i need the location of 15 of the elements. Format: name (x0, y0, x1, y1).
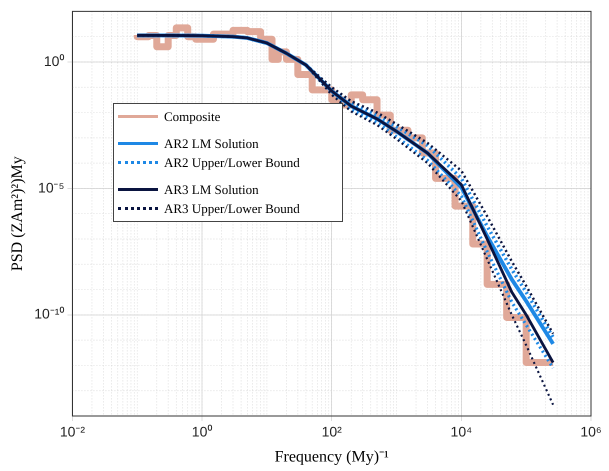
legend-label: AR3 Upper/Lower Bound (164, 200, 300, 216)
legend-label: AR3 LM Solution (164, 182, 259, 198)
legend-label: Composite (164, 108, 220, 124)
legend-label: AR2 Upper/Lower Bound (164, 154, 300, 170)
x-tick-label: 10⁰ (192, 423, 212, 440)
x-tick-label: 10⁶ (580, 423, 602, 440)
legend-label: AR2 LM Solution (164, 136, 259, 152)
x-tick-label: 10⁻² (60, 423, 86, 440)
y-axis-title: PSD (ZAm²)²)My (8, 156, 26, 272)
x-tick-label: 10⁴ (450, 423, 472, 440)
x-tick-label: 10² (322, 423, 342, 440)
y-tick-label: 10⁻¹⁰ (34, 306, 64, 322)
y-tick-label: 10⁰ (44, 52, 64, 69)
y-tick-label: 10⁻⁵ (38, 179, 64, 196)
x-axis-title: Frequency (My)⁻¹ (274, 448, 390, 466)
